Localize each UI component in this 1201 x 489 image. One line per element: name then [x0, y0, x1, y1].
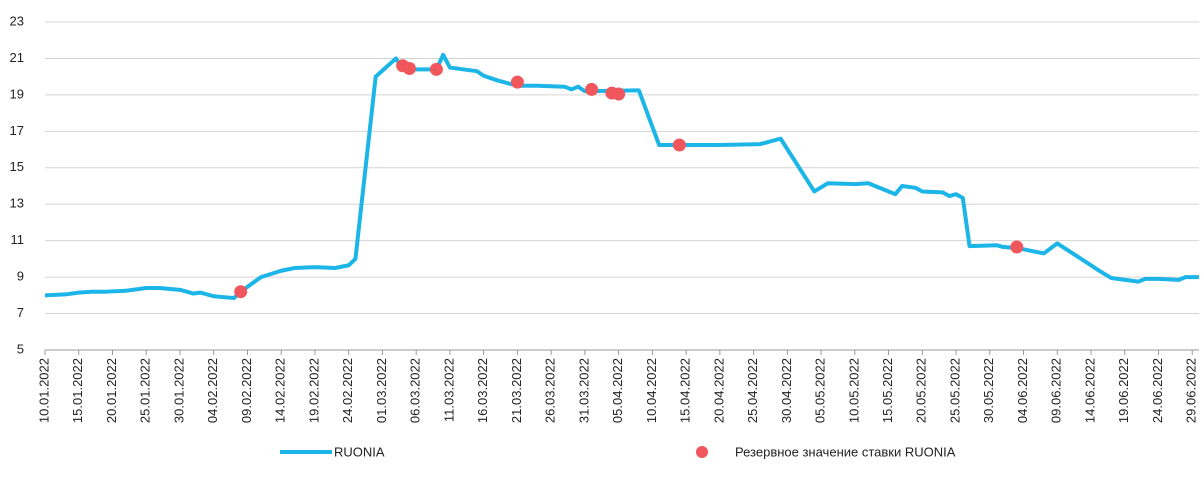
point — [429, 62, 443, 76]
x-tick-label: 25.04.2022 — [745, 358, 760, 423]
x-tick-label: 19.06.2022 — [1116, 358, 1131, 423]
x-tick-label: 09.02.2022 — [239, 358, 254, 423]
x-tick-label: 16.03.2022 — [475, 358, 490, 423]
x-tick-label: 20.01.2022 — [104, 358, 119, 423]
legend-swatch — [696, 446, 708, 458]
point — [585, 82, 599, 96]
x-tick-label: 15.01.2022 — [70, 358, 85, 423]
x-tick-label: 25.05.2022 — [947, 358, 962, 423]
y-tick-label: 17 — [10, 123, 24, 138]
x-tick-label: 30.04.2022 — [779, 358, 794, 423]
point — [510, 75, 524, 89]
x-tick-label: 05.04.2022 — [610, 358, 625, 423]
x-tick-label: 20.04.2022 — [711, 358, 726, 423]
x-tick-label: 30.01.2022 — [171, 358, 186, 423]
y-tick-label: 21 — [10, 50, 24, 65]
x-tick-label: 09.06.2022 — [1049, 358, 1064, 423]
x-tick-label: 24.02.2022 — [340, 358, 355, 423]
point — [612, 87, 626, 101]
point — [1010, 240, 1024, 254]
y-tick-label: 5 — [17, 341, 24, 356]
x-tick-label: 04.06.2022 — [1015, 358, 1030, 423]
x-tick-label: 15.05.2022 — [880, 358, 895, 423]
x-tick-label: 24.06.2022 — [1150, 358, 1165, 423]
point — [402, 61, 416, 75]
x-tick-label: 04.02.2022 — [205, 358, 220, 423]
y-tick-label: 9 — [17, 269, 24, 284]
point — [672, 138, 686, 152]
legend-label: RUONIA — [334, 444, 385, 459]
x-tick-label: 19.02.2022 — [306, 358, 321, 423]
point — [234, 285, 248, 299]
y-tick-label: 15 — [10, 159, 24, 174]
x-tick-label: 29.06.2022 — [1184, 358, 1199, 423]
x-tick-label: 26.03.2022 — [543, 358, 558, 423]
x-tick-label: 21.03.2022 — [509, 358, 524, 423]
x-tick-label: 10.05.2022 — [846, 358, 861, 423]
x-tick-label: 05.05.2022 — [813, 358, 828, 423]
y-tick-label: 13 — [10, 196, 24, 211]
x-tick-label: 15.04.2022 — [678, 358, 693, 423]
legend-label: Резервное значение ставки RUONIA — [735, 444, 956, 459]
y-tick-label: 19 — [10, 86, 24, 101]
x-tick-label: 25.01.2022 — [138, 358, 153, 423]
x-tick-label: 14.06.2022 — [1082, 358, 1097, 423]
x-tick-label: 10.04.2022 — [644, 358, 659, 423]
y-tick-label: 23 — [10, 13, 24, 28]
y-tick-label: 11 — [11, 232, 25, 247]
x-tick-label: 06.03.2022 — [408, 358, 423, 423]
y-tick-label: 7 — [17, 305, 24, 320]
x-tick-label: 31.03.2022 — [576, 358, 591, 423]
x-tick-label: 20.05.2022 — [914, 358, 929, 423]
line — [44, 52, 1199, 301]
x-tick-label: 01.03.2022 — [374, 358, 389, 423]
x-tick-label: 10.01.2022 — [36, 358, 51, 423]
x-tick-label: 11.03.2022 — [441, 358, 456, 422]
x-tick-label: 30.05.2022 — [981, 358, 996, 423]
x-tick-label: 14.02.2022 — [273, 358, 288, 423]
